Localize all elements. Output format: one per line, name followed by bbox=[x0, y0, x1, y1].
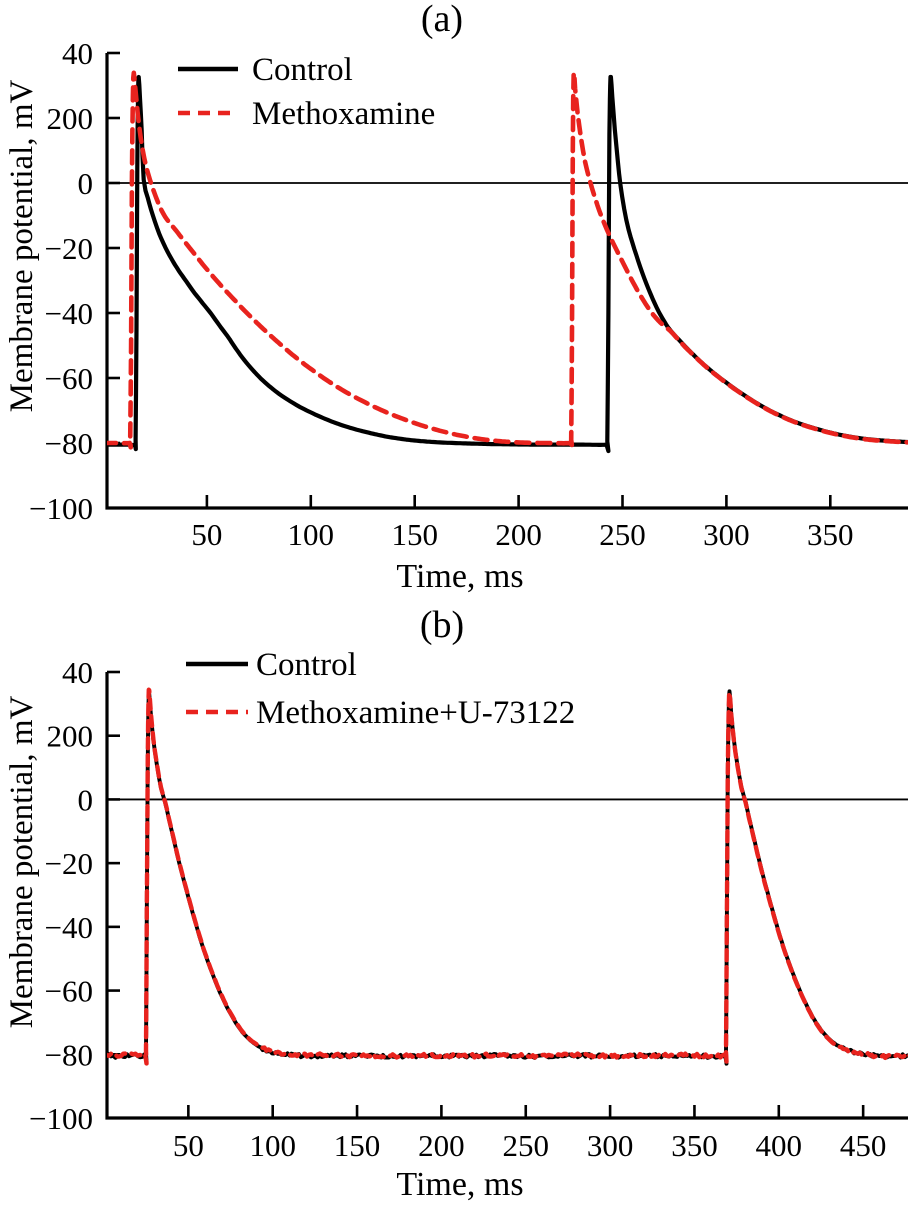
y-tick-label: 0 bbox=[78, 782, 94, 817]
trace-methoxamine bbox=[107, 70, 908, 451]
trace-methoxamine-u-73122 bbox=[107, 687, 908, 1066]
panel-a-title: (a) bbox=[420, 0, 464, 40]
panel-b-x-axis-label: Time, ms bbox=[396, 1166, 524, 1203]
legend-label: Methoxamine bbox=[252, 96, 435, 132]
legend-label: Control bbox=[256, 647, 357, 683]
x-tick-label: 250 bbox=[503, 1128, 550, 1163]
y-tick-label: −100 bbox=[29, 491, 93, 526]
x-tick-label: 200 bbox=[418, 1128, 465, 1163]
y-tick-label: −60 bbox=[45, 974, 93, 1009]
trace-control bbox=[107, 74, 908, 454]
y-tick-label: −100 bbox=[29, 1101, 93, 1136]
panel-b-chart: 40 200 0 −20 −40 −60 −80 −100 50 100 150 200 250 300 3… bbox=[29, 647, 908, 1163]
y-tick-label: 200 bbox=[47, 719, 94, 754]
x-tick-label: 50 bbox=[191, 517, 222, 552]
x-tick-label: 100 bbox=[249, 1128, 296, 1163]
legend-label: Control bbox=[252, 52, 353, 88]
x-tick-label: 300 bbox=[587, 1128, 634, 1163]
y-tick-label: 0 bbox=[78, 166, 94, 201]
x-tick-label: 350 bbox=[807, 517, 854, 552]
x-tick-label: 100 bbox=[288, 517, 335, 552]
y-tick-label: −20 bbox=[45, 846, 93, 881]
panel-a-y-axis-label: Membrane potential, mV bbox=[4, 79, 40, 413]
panel-b-y-axis-label: Membrane potential, mV bbox=[4, 695, 40, 1029]
x-tick-label: 350 bbox=[671, 1128, 718, 1163]
axis-spines bbox=[105, 672, 908, 1120]
y-tick-label: 40 bbox=[62, 655, 93, 690]
x-tick-label: 400 bbox=[756, 1128, 803, 1163]
y-tick-label: −80 bbox=[45, 426, 93, 461]
y-tick-label: −40 bbox=[45, 910, 93, 945]
x-tick-label: 50 bbox=[173, 1128, 204, 1163]
x-tick-label: 450 bbox=[840, 1128, 887, 1163]
trace-control bbox=[107, 689, 908, 1066]
x-tick-label: 150 bbox=[391, 517, 438, 552]
y-tick-label: 200 bbox=[47, 101, 94, 136]
panel-a-chart: 40 200 0 −20 −40 −60 −80 −100 50 100 150 200 250 300 3… bbox=[29, 36, 908, 552]
panel-a-x-axis-label: Time, ms bbox=[396, 558, 524, 595]
panel-b-title: (b) bbox=[419, 604, 465, 646]
x-tick-label: 200 bbox=[495, 517, 542, 552]
y-tick-label: −40 bbox=[45, 296, 93, 331]
x-tick-label: 300 bbox=[703, 517, 750, 552]
x-tick-label: 250 bbox=[599, 517, 646, 552]
y-tick-label: 40 bbox=[62, 36, 93, 71]
y-tick-label: −60 bbox=[45, 361, 93, 396]
y-tick-label: −80 bbox=[45, 1037, 93, 1072]
x-tick-label: 150 bbox=[334, 1128, 381, 1163]
legend-label: Methoxamine+U-73122 bbox=[256, 695, 575, 731]
y-tick-label: −20 bbox=[45, 231, 93, 266]
